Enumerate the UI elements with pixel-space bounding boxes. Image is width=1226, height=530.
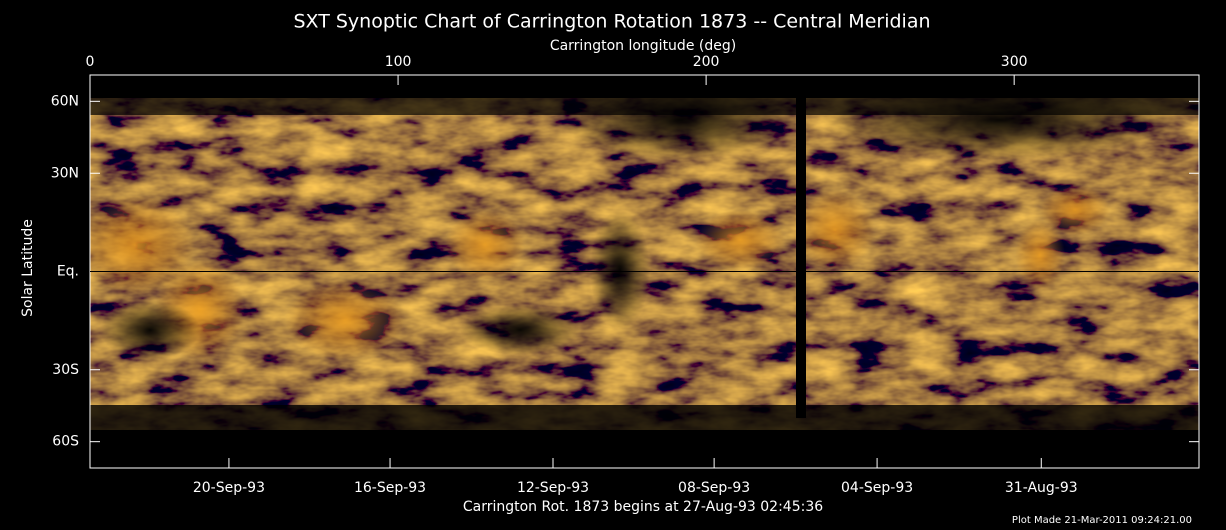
chart-title: SXT Synoptic Chart of Carrington Rotatio… <box>293 11 930 33</box>
footnote: Plot Made 21-Mar-2011 09:24:21.00 <box>1012 515 1192 526</box>
y-tick-label: 30S <box>52 362 79 378</box>
x-tick-label: 300 <box>1001 54 1028 70</box>
x2-tick-label: 16-Sep-93 <box>354 480 426 496</box>
x-tick-label: 200 <box>693 54 720 70</box>
x2-tick-label: 08-Sep-93 <box>678 480 750 496</box>
x-axis-label: Carrington longitude (deg) <box>550 38 736 54</box>
x2-tick-label: 12-Sep-93 <box>517 480 589 496</box>
x2-tick-label: 04-Sep-93 <box>841 480 913 496</box>
x2-tick-label: 20-Sep-93 <box>193 480 265 496</box>
x-tick-label: 0 <box>86 54 95 70</box>
y-tick-label: 30N <box>51 165 79 181</box>
y-tick-label: 60N <box>51 93 79 109</box>
y-axis-label: Solar Latitude <box>20 219 36 317</box>
y-tick-label: 60S <box>52 434 79 450</box>
x-tick-label: 100 <box>385 54 412 70</box>
x2-tick-label: 31-Aug-93 <box>1005 480 1078 496</box>
y-tick-label: Eq. <box>57 264 79 280</box>
bottom-label: Carrington Rot. 1873 begins at 27-Aug-93… <box>463 499 823 515</box>
